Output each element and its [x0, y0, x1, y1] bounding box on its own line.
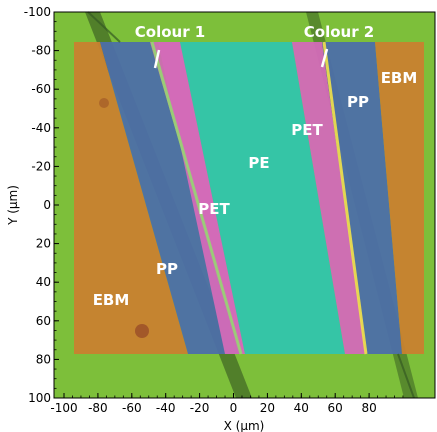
- x-tick-label: 60: [328, 401, 343, 415]
- label-pp-left: PP: [156, 260, 178, 278]
- region-pet-right: [292, 42, 366, 354]
- x-axis-label: X (µm): [224, 419, 265, 432]
- x-tick-label: 0: [230, 401, 238, 415]
- y-tick-label: 60: [36, 314, 51, 328]
- label-pe: PE: [248, 154, 269, 172]
- label-pet-left: PET: [198, 200, 230, 218]
- x-tick-label: -60: [122, 401, 142, 415]
- y-axis-label: Y (µm): [6, 185, 20, 226]
- bubble-spot-1: [135, 324, 149, 338]
- x-tick-label: -20: [190, 401, 210, 415]
- y-tick-label: -60: [31, 82, 51, 96]
- y-tick-label: 0: [43, 198, 51, 212]
- y-tick-label: -100: [24, 5, 51, 19]
- y-tick-label: -80: [31, 44, 51, 58]
- region-pp-left: [100, 42, 241, 354]
- label-pet-right: PET: [291, 121, 323, 139]
- x-tick-label: -80: [88, 401, 108, 415]
- y-tick-label: 100: [28, 391, 51, 405]
- label-ebm-right: EBM: [381, 69, 418, 87]
- interface-line-2: [322, 41, 368, 355]
- x-tick-label: -100: [50, 401, 77, 415]
- y-tick-label: -20: [31, 159, 51, 173]
- region-ebm-left: [74, 42, 188, 354]
- y-tick-label: 40: [36, 275, 51, 289]
- region-ebm-right: [375, 42, 424, 354]
- y-tick-label: -40: [31, 121, 51, 135]
- label-ebm-left: EBM: [93, 291, 130, 309]
- y-tick-label: 80: [36, 352, 51, 366]
- x-tick-label: -40: [156, 401, 176, 415]
- y-axis: -100 -80 -60 -40 -20 0 20 40 60 80 100: [24, 5, 59, 405]
- x-axis: -100 -80 -60 -40 -20 0 20 40 60 80: [50, 393, 404, 415]
- region-pet-left-main: [158, 42, 245, 354]
- bubble-spot-2: [99, 98, 109, 108]
- fiber-line-right: [397, 353, 415, 399]
- region-pp-right: [322, 42, 402, 354]
- fiber-line-left: [87, 11, 121, 43]
- y-tick-label: 20: [36, 237, 51, 251]
- label-pp-right: PP: [347, 93, 369, 111]
- region-pe: [180, 42, 345, 354]
- annotation-colour-2: Colour 2: [304, 23, 375, 41]
- x-tick-label: 80: [361, 401, 376, 415]
- annotation-colour-2-pointer: [320, 48, 329, 68]
- annotation-colour-1-pointer: [153, 49, 161, 69]
- x-tick-label: 40: [294, 401, 309, 415]
- x-tick-label: 20: [260, 401, 275, 415]
- annotation-colour-1: Colour 1: [135, 23, 206, 41]
- interface-line-1: [150, 41, 243, 355]
- micrograph-image: [54, 11, 435, 399]
